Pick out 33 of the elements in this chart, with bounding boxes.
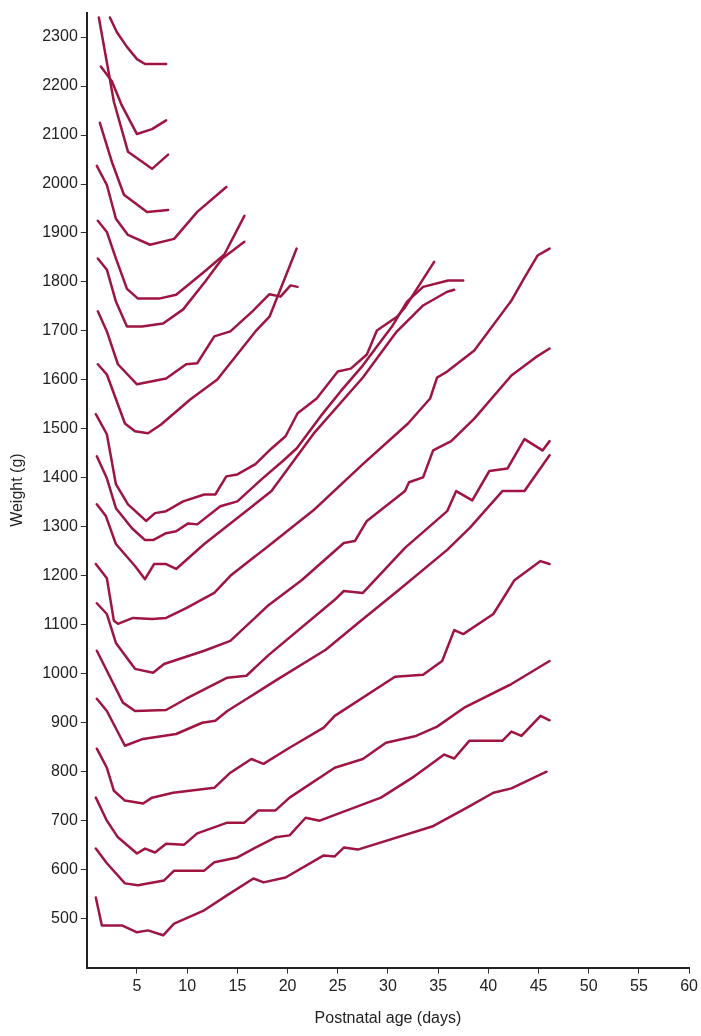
y-tick-label: 1800 xyxy=(42,272,78,290)
y-tick-label: 1000 xyxy=(42,664,78,682)
y-tick-label: 2100 xyxy=(42,125,78,143)
x-tick-label: 45 xyxy=(529,976,548,994)
x-tick-label: 15 xyxy=(228,976,247,994)
y-tick-label: 1400 xyxy=(42,468,78,486)
x-axis-title: Postnatal age (days) xyxy=(314,1008,462,1026)
y-tick-label: 700 xyxy=(51,811,78,829)
y-tick-label: 900 xyxy=(51,713,78,731)
y-tick-label: 800 xyxy=(51,762,78,780)
y-tick-label: 500 xyxy=(51,909,78,927)
y-tick-label: 2000 xyxy=(42,174,78,192)
x-tick-label: 25 xyxy=(328,976,347,994)
y-tick-label: 1900 xyxy=(42,223,78,241)
x-tick-label: 20 xyxy=(278,976,297,994)
x-tick-label: 10 xyxy=(178,976,197,994)
y-axis-title: Weight (g) xyxy=(8,453,26,527)
x-tick-label: 30 xyxy=(379,976,397,994)
y-tick-label: 1600 xyxy=(42,370,78,388)
x-tick-label: 60 xyxy=(680,976,699,994)
x-tick-label: 40 xyxy=(479,976,498,994)
y-tick-label: 1200 xyxy=(42,566,78,584)
x-tick-label: 50 xyxy=(579,976,598,994)
y-tick-label: 600 xyxy=(51,860,78,878)
x-tick-label: 55 xyxy=(630,976,648,994)
y-tick-label: 1100 xyxy=(43,615,78,633)
x-tick-label: 35 xyxy=(429,976,448,994)
y-tick-label: 2300 xyxy=(42,27,78,45)
y-tick-label: 2200 xyxy=(42,76,78,94)
y-tick-label: 1700 xyxy=(42,321,78,339)
x-tick-label: 5 xyxy=(132,976,142,994)
y-tick-label: 1500 xyxy=(42,419,78,437)
y-tick-label: 1300 xyxy=(42,517,78,535)
